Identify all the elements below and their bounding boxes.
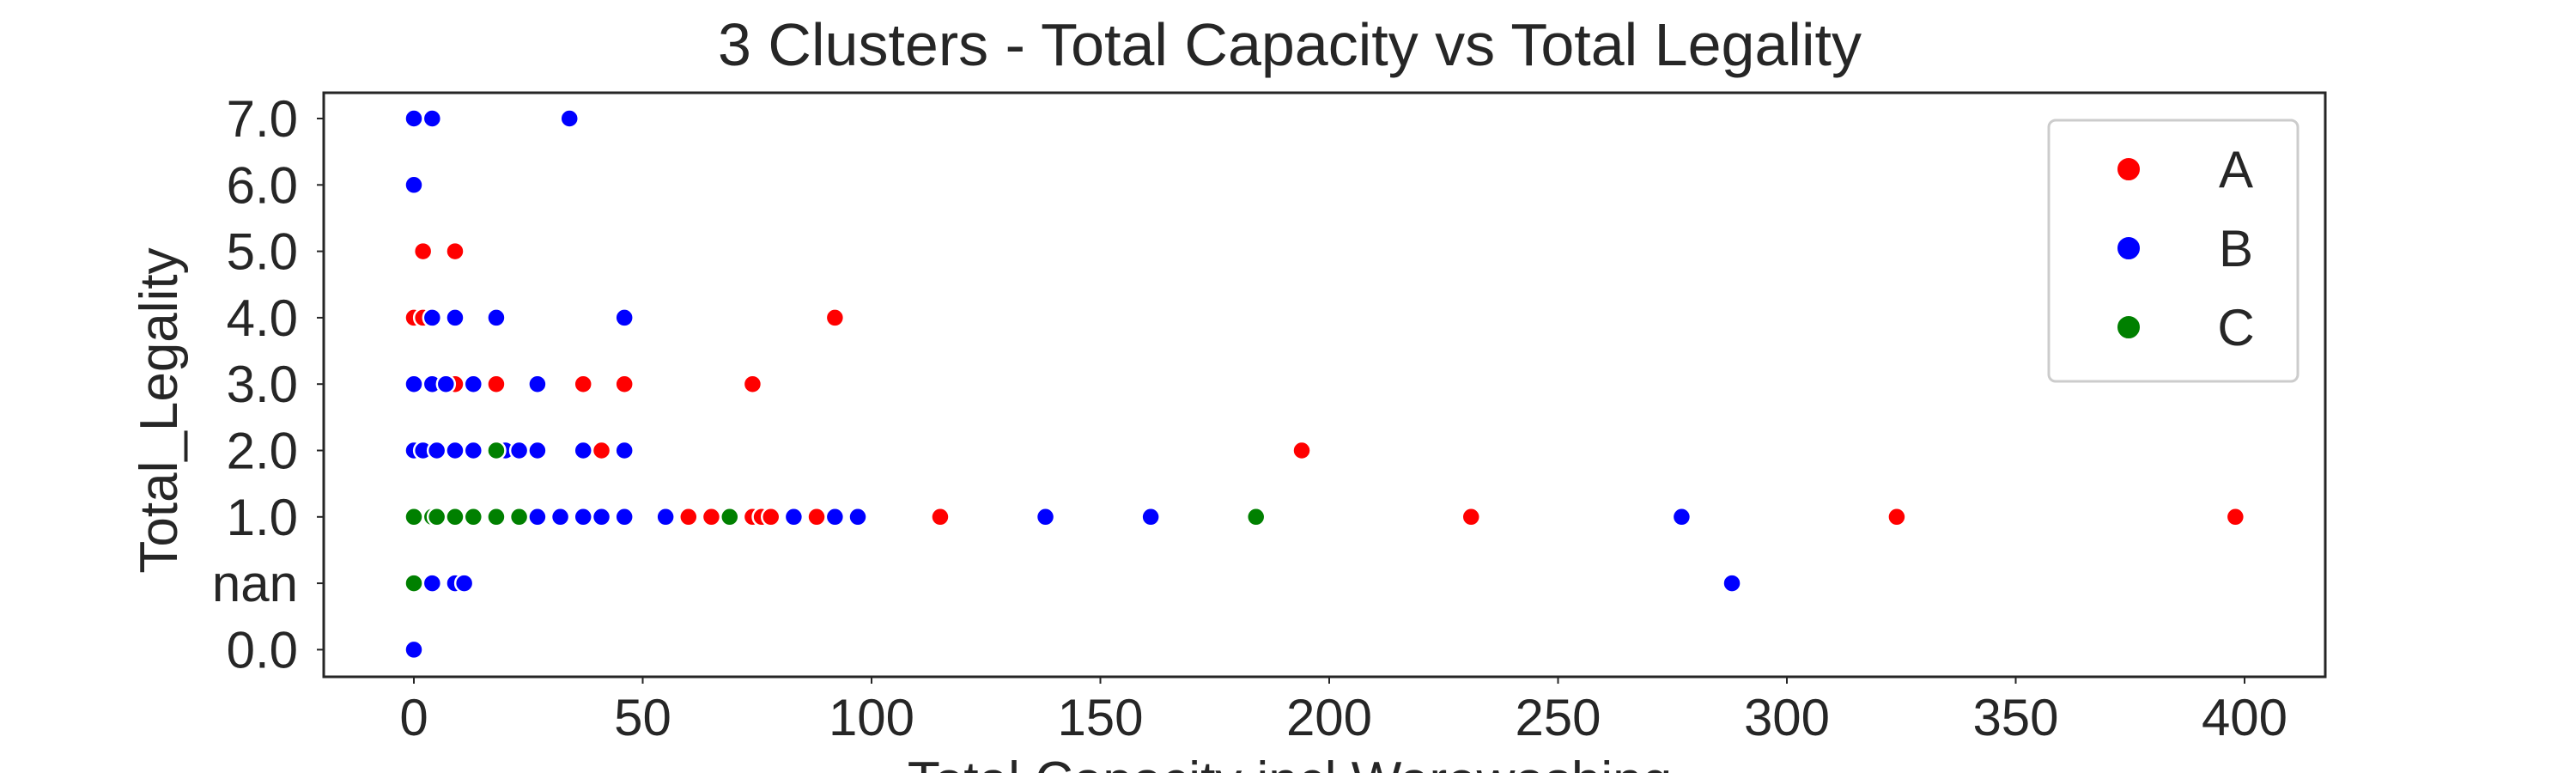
data-point	[412, 240, 434, 262]
data-point	[573, 374, 593, 394]
data-point	[426, 507, 447, 527]
x-tick-label: 0	[399, 689, 428, 746]
data-point	[591, 440, 612, 461]
data-point	[848, 507, 868, 527]
data-point	[404, 174, 424, 196]
data-point	[678, 507, 699, 527]
data-point	[1035, 507, 1056, 527]
data-point	[1671, 507, 1692, 527]
legend-label: B	[2219, 220, 2253, 277]
data-point	[614, 374, 635, 394]
x-tick-label: 150	[1057, 689, 1143, 746]
data-point	[1722, 573, 1742, 593]
data-point	[1245, 507, 1267, 527]
x-tick-label: 50	[614, 689, 671, 746]
data-point	[404, 374, 424, 394]
x-tick-label: 100	[829, 689, 914, 746]
data-point	[404, 639, 424, 660]
y-tick-label: 4.0	[227, 289, 298, 347]
legend-label: A	[2219, 141, 2253, 198]
data-point	[573, 440, 593, 461]
data-point	[573, 507, 593, 527]
x-tick-label: 400	[2202, 689, 2287, 746]
data-point	[463, 374, 484, 394]
y-tick-label: 0.0	[227, 621, 298, 679]
y-axis-label: Total_Legality	[130, 247, 189, 573]
data-point	[527, 374, 548, 394]
data-point	[463, 440, 484, 461]
data-point	[486, 440, 507, 461]
data-point	[486, 507, 507, 527]
data-point	[760, 507, 781, 527]
legend-label: C	[2217, 299, 2254, 356]
data-point	[614, 507, 635, 527]
data-point	[445, 440, 465, 461]
data-point	[404, 573, 424, 593]
data-point	[742, 374, 763, 394]
series-C	[404, 440, 1267, 593]
data-point	[824, 507, 846, 527]
legend-marker	[2116, 314, 2142, 340]
y-tick-label: 1.0	[227, 489, 298, 546]
chart-title: 3 Clusters - Total Capacity vs Total Leg…	[718, 11, 1862, 78]
data-point	[2225, 507, 2246, 527]
data-point	[806, 507, 827, 527]
data-point	[550, 507, 571, 527]
data-point	[426, 440, 447, 461]
legend-box	[2047, 119, 2300, 383]
data-point	[614, 307, 635, 328]
data-point	[445, 507, 465, 527]
data-point	[435, 374, 457, 394]
y-tick-label: 5.0	[227, 223, 298, 281]
series-B	[404, 108, 1742, 660]
data-point	[404, 507, 424, 527]
data-point	[1461, 507, 1481, 527]
legend-marker	[2116, 156, 2142, 182]
data-point	[591, 507, 612, 527]
data-point	[463, 507, 484, 527]
data-point	[655, 507, 676, 527]
x-tick-label: 350	[1972, 689, 2058, 746]
data-point	[783, 507, 805, 527]
plot-area: 0 50 100 150 200 250 300 350 400 0.0 nan 1.0 2.0 3.0 4…	[212, 90, 2327, 746]
data-point	[1140, 507, 1161, 527]
data-point	[486, 374, 507, 394]
x-tick-label: 300	[1744, 689, 1830, 746]
data-point	[486, 307, 507, 328]
data-point	[1291, 440, 1312, 461]
y-tick-label: 2.0	[227, 423, 298, 480]
data-point	[824, 307, 846, 328]
data-point	[720, 507, 740, 527]
data-point	[422, 108, 443, 129]
legend-marker	[2116, 235, 2142, 261]
data-point	[614, 440, 635, 461]
data-point	[508, 440, 530, 461]
data-point	[453, 573, 475, 593]
data-point	[404, 108, 424, 129]
data-point	[445, 240, 465, 262]
data-point	[527, 440, 548, 461]
data-point	[701, 507, 722, 527]
data-point	[930, 507, 951, 527]
x-tick-label: 250	[1515, 689, 1601, 746]
x-tick-label: 200	[1286, 689, 1372, 746]
y-tick-label: 7.0	[227, 90, 298, 148]
data-point	[422, 573, 443, 593]
data-point	[422, 307, 443, 328]
data-point	[1886, 507, 1907, 527]
y-tick-label: nan	[212, 555, 298, 612]
y-tick-label: 6.0	[227, 156, 298, 214]
data-point	[445, 307, 465, 328]
series-A	[404, 240, 2246, 527]
data-point	[527, 507, 548, 527]
data-point	[559, 108, 580, 129]
data-point	[508, 507, 530, 527]
x-axis-label: Total Capacity incl Warewashing	[908, 752, 1672, 773]
legend: ABC	[2047, 119, 2300, 383]
y-tick-label: 3.0	[227, 356, 298, 413]
